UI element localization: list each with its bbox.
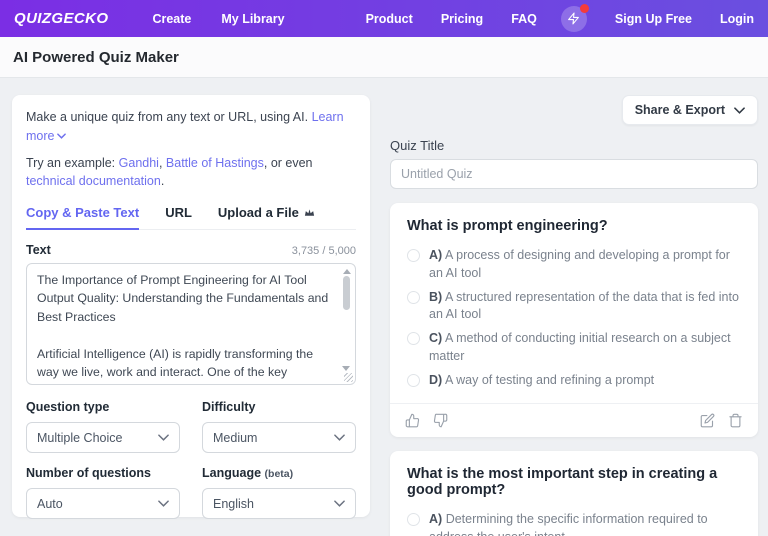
thumbs-up-icon[interactable] [405,413,420,428]
tab-copy-paste-text[interactable]: Copy & Paste Text [26,205,140,230]
question-card: What is the most important step in creat… [390,451,758,536]
resize-grip[interactable] [344,373,353,382]
scroll-up-arrow-icon[interactable] [342,269,351,274]
zap-icon [567,12,580,25]
option-c[interactable]: C) A method of conducting initial resear… [407,330,741,366]
question-type-select[interactable]: Multiple Choice [26,422,180,453]
field-difficulty: Difficulty Medium [202,400,356,453]
field-language: Language (beta) English [202,466,356,519]
language-select[interactable]: English [202,488,356,519]
question-title: What is prompt engineering? [407,218,608,234]
share-export-button[interactable]: Share & Export [621,95,758,125]
char-counter: 3,735 / 5,000 [291,245,356,257]
nav-item-product[interactable]: Product [365,11,413,26]
page-title: AI Powered Quiz Maker [13,48,179,66]
notification-dot [579,3,589,13]
tab-upload-a-file[interactable]: Upload a File [218,205,315,230]
option-a[interactable]: A) A process of designing and developing… [407,247,741,283]
nav-right: Product Pricing FAQ Sign Up Free Login [338,3,754,32]
tab-url[interactable]: URL [165,205,192,220]
question-body: What is the most important step in creat… [390,451,758,536]
thumbs-down-icon[interactable] [433,413,448,428]
text-header-row: Text 3,735 / 5,000 [26,243,356,257]
question-body: What is prompt engineering? A) A process… [390,203,758,403]
source-text-wrap: The Importance of Prompt Engineering for… [26,263,356,385]
quiz-preview-panel: Share & Export Quiz Title What is prompt… [390,95,758,536]
example-link-gandhi[interactable]: Gandhi [118,156,159,170]
textarea-scrollbar[interactable] [341,267,352,373]
chevron-down-icon [158,434,169,441]
radio-button[interactable] [407,290,420,304]
crown-icon [304,208,315,218]
field-number-of-questions: Number of questions Auto [26,466,180,519]
quiz-title-label: Quiz Title [390,138,445,153]
question-footer [390,403,758,437]
question-title: What is the most important step in creat… [407,466,718,499]
intro-text: Make a unique quiz from any text or URL,… [26,110,344,143]
scrollbar-thumb[interactable] [343,276,350,310]
option-b[interactable]: B) A structured representation of the da… [407,289,741,325]
chevron-down-icon [334,434,345,441]
title-bar: AI Powered Quiz Maker [0,37,768,78]
quiz-title-input[interactable] [390,159,758,189]
question-card: What is prompt engineering? A) A process… [390,203,758,438]
chevron-down-icon [158,500,169,507]
nav-item-create[interactable]: Create [152,11,192,26]
quiz-creator-panel: Make a unique quiz from any text or URL,… [12,95,370,519]
field-question-type: Question type Multiple Choice [26,400,180,453]
difficulty-select[interactable]: Medium [202,422,356,453]
quiz-options-grid: Question type Multiple Choice Difficulty… [26,400,356,519]
example-link-battle-of-hastings[interactable]: Battle of Hastings [165,156,264,170]
nav-item-faq[interactable]: FAQ [511,11,537,26]
quizgecko-logo[interactable]: QUIZGECKO [14,10,109,27]
example-text: Try an example: Gandhi, Battle of Hastin… [26,156,313,188]
login-button[interactable]: Login [719,11,754,26]
radio-button[interactable] [407,249,420,262]
chevron-down-icon [57,127,67,145]
chevron-down-icon [334,500,345,507]
navbar: QUIZGECKO Create My Library Product Pric… [0,0,768,37]
radio-button[interactable] [407,373,420,387]
edit-icon[interactable] [700,413,715,428]
trash-icon[interactable] [728,413,743,428]
input-mode-tabs: Copy & Paste Text URL Upload a File [26,205,356,230]
option-d[interactable]: D) A way of testing and refining a promp… [407,372,741,390]
example-link-technical-documentation[interactable]: technical documentation [26,173,161,188]
number-of-questions-select[interactable]: Auto [26,488,180,519]
upgrade-button[interactable] [560,3,589,32]
nav-item-my-library[interactable]: My Library [221,11,285,26]
learn-more-link[interactable]: Learn more [26,110,344,143]
share-row: Share & Export [390,95,758,125]
nav-item-pricing[interactable]: Pricing [440,11,484,26]
option-a[interactable]: A) Determining the specific information … [407,511,741,536]
radio-button[interactable] [407,513,420,527]
scroll-down-arrow-icon[interactable] [342,366,350,371]
radio-button[interactable] [407,332,420,345]
chevron-down-icon [734,106,745,114]
text-label: Text [26,243,51,257]
source-text-input[interactable]: The Importance of Prompt Engineering for… [26,263,356,385]
signup-button[interactable]: Sign Up Free [614,11,692,26]
beta-tag: (beta) [264,468,294,480]
